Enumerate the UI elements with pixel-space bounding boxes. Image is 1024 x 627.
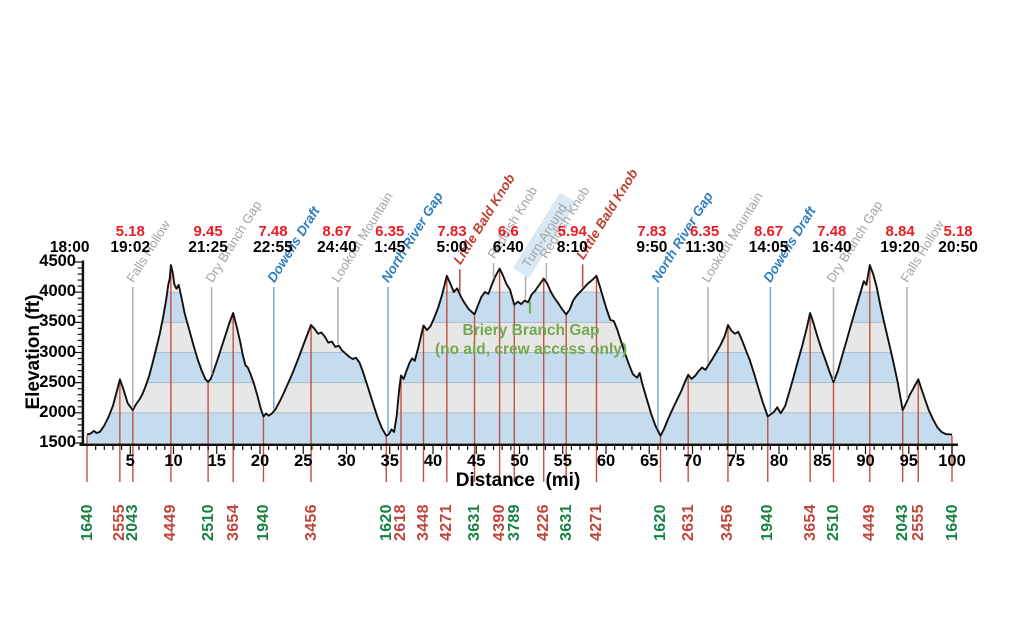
x-tick-label-35: 35 — [380, 452, 399, 470]
elevation-label-2043-2: 2043 — [124, 504, 142, 541]
x-tick-label-25: 25 — [294, 452, 313, 470]
x-tick-label-45: 45 — [467, 452, 486, 470]
x-tick-label-40: 40 — [423, 452, 443, 470]
elevation-label-2631-19: 2631 — [679, 504, 697, 541]
y-tick-label-4000: 4000 — [39, 282, 76, 301]
x-tick-label-30: 30 — [337, 452, 356, 470]
x-tick-label-55: 55 — [553, 452, 572, 470]
elevation-label-2510-23: 2510 — [824, 504, 842, 541]
elevation-label-2510-4: 2510 — [199, 504, 217, 541]
split-time-5: 1:45 — [374, 239, 406, 256]
split-time-1: 19:02 — [110, 239, 151, 256]
split-time-4: 24:40 — [317, 239, 357, 256]
y-tick-label-2500: 2500 — [39, 372, 76, 391]
band-3500-4000 — [87, 292, 952, 323]
elevation-label-1640-0: 1640 — [78, 504, 96, 541]
elevation-label-3631-12: 3631 — [466, 504, 484, 541]
elevation-label-1940-21: 1940 — [759, 504, 777, 541]
split-time-9: 9:50 — [636, 239, 668, 256]
leg-distance-7: 6.6 — [497, 223, 519, 240]
band-1500-2000 — [87, 412, 952, 443]
elevation-label-4449-3: 4449 — [162, 504, 180, 541]
annotation-line2: (no aid, crew access only) — [434, 341, 628, 358]
elevation-label-3654-22: 3654 — [801, 504, 819, 541]
x-tick-label-5: 5 — [125, 452, 135, 470]
elevation-label-2555-26: 2555 — [909, 504, 927, 541]
elevation-label-2043-25: 2043 — [894, 504, 912, 541]
y-tick-label-4500: 4500 — [39, 252, 76, 270]
elevation-label-1940-6: 1940 — [254, 504, 272, 541]
axes — [73, 260, 958, 454]
elevation-label-3789-14: 3789 — [505, 504, 523, 541]
y-tick-label-3000: 3000 — [39, 342, 76, 361]
leg-distance-14: 5.18 — [943, 223, 973, 240]
annotation-briery-branch-gap: Briery Branch Gap (no aid, crew access o… — [435, 321, 627, 359]
x-tick-label-90: 90 — [856, 452, 875, 470]
x-tick-label-70: 70 — [683, 452, 702, 470]
leg-distance-4: 8.67 — [322, 223, 352, 240]
leg-distance-8: 5.94 — [557, 223, 587, 240]
leg-distance-6: 7.83 — [437, 223, 467, 240]
elevation-curve — [86, 264, 953, 437]
x-tick-label-95: 95 — [899, 452, 918, 470]
split-time-6: 5:00 — [436, 239, 468, 256]
elevation-label-4271-11: 4271 — [438, 504, 456, 541]
elevation-label-4226-15: 4226 — [535, 504, 553, 541]
elevation-label-4449-24: 4449 — [861, 504, 879, 541]
band-2500-3000 — [87, 352, 952, 383]
split-time-7: 6:40 — [492, 239, 524, 256]
elevation-label-2618-9: 2618 — [392, 504, 410, 541]
elevation-label-3456-20: 3456 — [719, 504, 737, 541]
x-tick-label-60: 60 — [596, 452, 616, 470]
split-time-13: 19:20 — [880, 239, 920, 256]
elevation-marker-lines — [86, 266, 953, 482]
x-tick-label-75: 75 — [726, 452, 745, 470]
x-axis-title: Distance (mi) — [455, 470, 581, 491]
elevation-label-1640-27: 1640 — [943, 504, 961, 541]
elevation-label-4271-17: 4271 — [587, 504, 605, 541]
x-tick-label-80: 80 — [769, 452, 789, 470]
elevation-label-3456-7: 3456 — [302, 504, 320, 541]
annotation-line1: Briery Branch Gap — [462, 322, 600, 339]
split-time-14: 20:50 — [938, 239, 978, 256]
y-tick-label-3500: 3500 — [39, 312, 76, 331]
split-time-0: 18:00 — [49, 239, 90, 256]
leg-distance-2: 9.45 — [193, 223, 223, 240]
x-tick-label-20: 20 — [250, 452, 270, 470]
elevation-label-3448-10: 3448 — [414, 504, 432, 541]
elevation-label-3654-5: 3654 — [224, 504, 242, 541]
leg-distance-9: 7.83 — [637, 223, 667, 240]
y-axis-title: Elevation (ft) — [23, 294, 44, 410]
x-tick-label-100: 100 — [938, 452, 966, 470]
x-tick-label-15: 15 — [207, 452, 226, 470]
split-time-10: 11:30 — [685, 239, 724, 256]
y-tick-label-2000: 2000 — [39, 402, 76, 421]
leg-distance-3: 7.48 — [258, 223, 288, 240]
band-2000-2500 — [87, 382, 952, 413]
split-time-8: 8:10 — [556, 239, 588, 256]
split-time-11: 14:05 — [748, 239, 789, 256]
x-tick-label-50: 50 — [510, 452, 529, 470]
elevation-label-1620-18: 1620 — [651, 504, 669, 541]
y-tick-label-1500: 1500 — [39, 433, 76, 451]
x-tick-label-10: 10 — [164, 452, 183, 470]
x-tick-label-85: 85 — [813, 452, 832, 470]
split-time-3: 22:55 — [253, 239, 293, 256]
leg-distance-5: 6.35 — [375, 223, 405, 240]
leg-distance-10: 6.35 — [690, 223, 720, 240]
leg-distance-11: 8.67 — [754, 223, 784, 240]
aid-station-lines — [132, 263, 908, 433]
elevation-label-3631-16: 3631 — [557, 504, 575, 541]
split-time-2: 21:25 — [188, 239, 228, 256]
leg-distance-12: 7.48 — [817, 223, 847, 240]
x-tick-label-65: 65 — [640, 452, 659, 470]
leg-distance-13: 8.84 — [885, 223, 915, 240]
split-time-12: 16:40 — [811, 239, 852, 256]
leg-distance-1: 5.18 — [115, 223, 145, 240]
